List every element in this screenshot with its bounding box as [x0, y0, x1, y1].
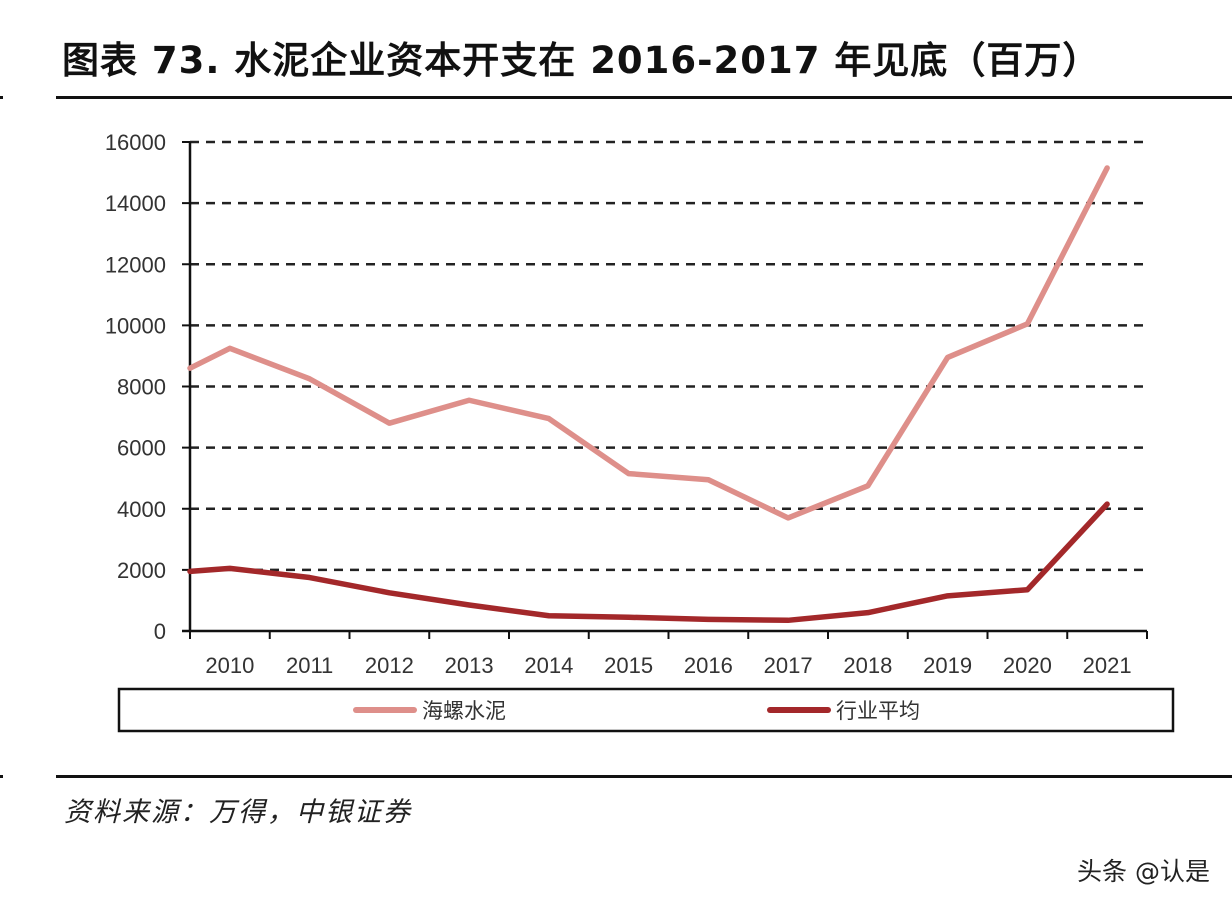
x-tick-label: 2012 — [365, 653, 414, 678]
y-axis-labels: 0 2000 4000 6000 8000 10000 12000 14000 16000 — [105, 130, 166, 644]
line-chart: 0 2000 4000 6000 8000 10000 12000 14000 16000 20… — [105, 130, 1175, 733]
source-note: 资料来源：万得，中银证券 — [64, 797, 412, 828]
legend-box — [117, 687, 1175, 733]
edge-mark — [0, 96, 3, 99]
x-tick-label: 2018 — [843, 653, 892, 678]
edge-mark — [0, 775, 3, 778]
x-tick-label: 2017 — [764, 653, 813, 678]
legend: 海螺水泥 行业平均 — [117, 687, 1175, 733]
chart-title: 图表 73. 水泥企业资本开支在 2016-2017 年见底（百万） — [62, 39, 1101, 82]
x-tick-label: 2010 — [205, 653, 254, 678]
x-tick-label: 2014 — [524, 653, 573, 678]
y-tick-label: 16000 — [105, 130, 166, 155]
y-tick-label: 2000 — [117, 558, 166, 583]
axes — [182, 141, 1148, 639]
legend-label: 海螺水泥 — [422, 699, 506, 723]
series-line — [187, 165, 1110, 521]
x-tick-label: 2020 — [1003, 653, 1052, 678]
y-tick-label: 4000 — [117, 497, 166, 522]
series-lines — [187, 165, 1110, 624]
gridlines — [190, 140, 1147, 572]
x-tick-label: 2021 — [1083, 653, 1132, 678]
y-tick-label: 0 — [154, 619, 166, 644]
y-tick-label: 10000 — [105, 313, 166, 338]
x-tick-label: 2013 — [445, 653, 494, 678]
title-divider — [56, 96, 1232, 99]
footer-divider — [56, 775, 1232, 778]
x-axis-labels: 2010 2011 2012 2013 2014 2015 2016 2017 2018 2019… — [205, 653, 1131, 678]
x-tick-label: 2015 — [604, 653, 653, 678]
x-tick-label: 2019 — [923, 653, 972, 678]
y-tick-label: 8000 — [117, 375, 166, 400]
y-tick-label: 12000 — [105, 252, 166, 277]
series-line — [187, 501, 1110, 624]
legend-label: 行业平均 — [836, 699, 920, 723]
y-tick-label: 6000 — [117, 436, 166, 461]
x-tick-label: 2011 — [286, 653, 333, 678]
watermark: 头条 @认是 — [1077, 857, 1210, 886]
x-tick-label: 2016 — [684, 653, 733, 678]
y-tick-label: 14000 — [105, 191, 166, 216]
